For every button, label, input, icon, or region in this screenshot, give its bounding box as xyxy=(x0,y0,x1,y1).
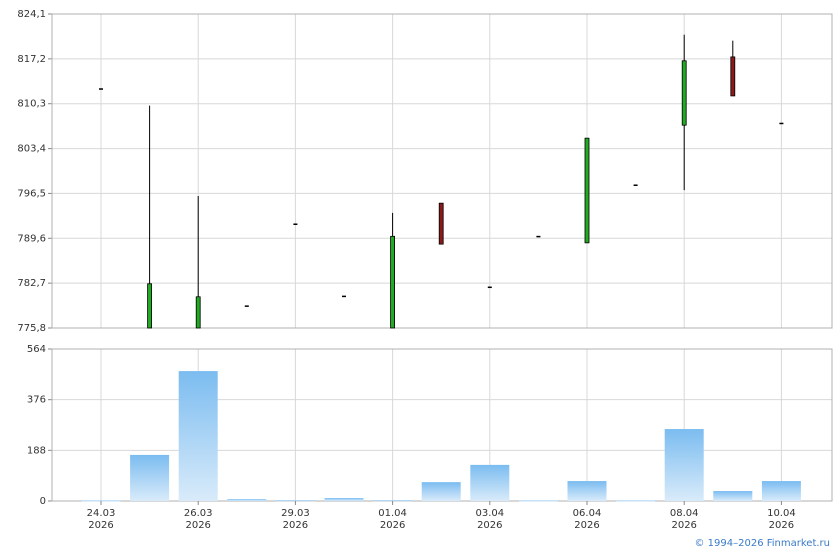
volume-bar xyxy=(373,500,413,502)
y-tick-label: 0 xyxy=(40,496,46,507)
x-tick-label: 29.03 xyxy=(281,508,310,519)
volume-bar xyxy=(470,464,510,501)
y-tick-label: 775,8 xyxy=(17,323,46,334)
volume-bar xyxy=(275,500,315,502)
x-tick-label: 03.04 xyxy=(475,508,504,519)
x-tick-sublabel: 2026 xyxy=(574,520,599,531)
volume-bar xyxy=(664,429,704,501)
volume-bar xyxy=(518,500,558,502)
volume-bar xyxy=(130,454,170,501)
volume-bar xyxy=(178,371,218,501)
x-tick-label: 06.04 xyxy=(573,508,602,519)
y-tick-label: 817,2 xyxy=(17,54,46,65)
candle-body xyxy=(730,56,736,97)
x-tick-sublabel: 2026 xyxy=(88,520,113,531)
candle-body xyxy=(633,184,638,186)
x-tick-sublabel: 2026 xyxy=(477,520,502,531)
x-tick-sublabel: 2026 xyxy=(283,520,308,531)
y-tick-label: 376 xyxy=(27,395,46,406)
volume-bar xyxy=(761,481,801,501)
plot-frame xyxy=(51,13,833,329)
candle-body xyxy=(584,137,590,244)
volume-bar xyxy=(81,500,121,502)
candle-body xyxy=(779,122,784,125)
y-tick-label: 564 xyxy=(27,344,46,355)
x-tick-sublabel: 2026 xyxy=(380,520,405,531)
volume-bar xyxy=(421,482,461,501)
candle-body xyxy=(99,88,103,90)
volume-bar xyxy=(713,491,753,501)
x-tick-label: 01.04 xyxy=(378,508,407,519)
x-tick-label: 24.03 xyxy=(87,508,116,519)
volume-bar xyxy=(324,498,364,501)
x-tick-sublabel: 2026 xyxy=(769,520,794,531)
y-tick-label: 782,7 xyxy=(17,278,46,289)
y-tick-label: 796,5 xyxy=(17,188,46,199)
candle-body xyxy=(147,283,153,329)
y-tick-label: 810,3 xyxy=(17,99,46,110)
footer[interactable]: © 1994–2026 Finmarket.ru xyxy=(694,538,830,549)
y-tick-label: 803,4 xyxy=(17,144,46,155)
volume-bar xyxy=(567,481,607,501)
candle-body xyxy=(536,235,541,238)
candle-body xyxy=(293,223,298,225)
volume-bar xyxy=(227,499,267,501)
candle-body xyxy=(438,202,444,245)
y-tick-label: 824,1 xyxy=(17,9,46,20)
candle-body xyxy=(195,296,201,329)
x-tick-label: 08.04 xyxy=(670,508,699,519)
x-tick-label: 10.04 xyxy=(767,508,796,519)
candle-body xyxy=(681,60,687,126)
candle-body xyxy=(342,295,346,298)
volume-bar xyxy=(616,500,656,502)
x-tick-sublabel: 2026 xyxy=(185,520,210,531)
y-tick-label: 188 xyxy=(27,445,46,456)
x-tick-label: 26.03 xyxy=(184,508,213,519)
candle-body xyxy=(487,286,492,289)
candle-body xyxy=(244,305,249,307)
x-tick-sublabel: 2026 xyxy=(671,520,696,531)
candle-body xyxy=(390,235,396,329)
y-tick-label: 789,6 xyxy=(17,233,46,244)
